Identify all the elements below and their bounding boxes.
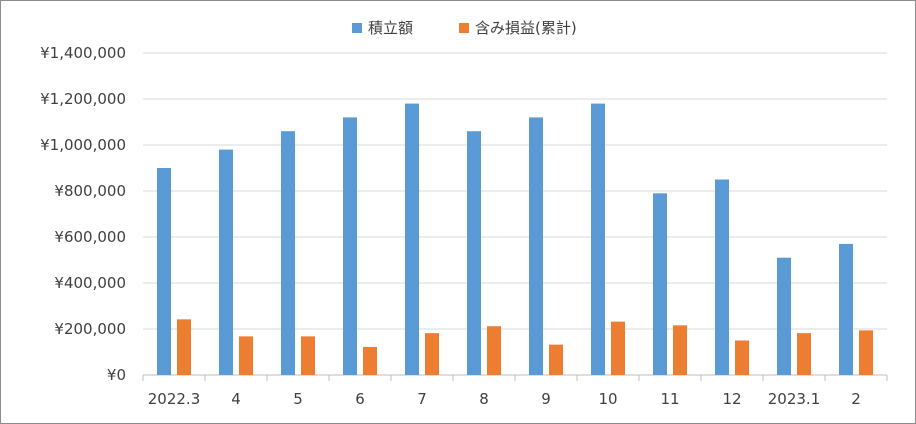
bar-unrealized-gain — [611, 321, 625, 375]
bar-unrealized-gain — [239, 336, 253, 375]
bar-unrealized-gain — [363, 346, 377, 375]
legend-swatch — [459, 23, 469, 33]
y-tick-label: ¥400,000 — [54, 274, 126, 292]
x-tick-label: 7 — [417, 390, 427, 408]
legend-swatch — [352, 23, 362, 33]
bar-unrealized-gain — [549, 344, 563, 375]
x-tick-label: 11 — [660, 390, 679, 408]
bar-unrealized-gain — [673, 325, 687, 375]
x-tick-label: 2023.1 — [768, 390, 821, 408]
bar-contribution — [157, 168, 171, 375]
x-tick-label: 12 — [722, 390, 741, 408]
bar-unrealized-gain — [859, 330, 873, 375]
bar-contribution — [219, 149, 233, 375]
bar-contribution — [281, 131, 295, 375]
y-tick-label: ¥1,000,000 — [40, 136, 126, 154]
x-tick-label: 2 — [851, 390, 861, 408]
y-tick-label: ¥600,000 — [54, 228, 126, 246]
y-tick-label: ¥1,400,000 — [40, 44, 126, 62]
x-tick-label: 6 — [355, 390, 365, 408]
bar-contribution — [405, 103, 419, 375]
y-tick-label: ¥200,000 — [54, 320, 126, 338]
bar-unrealized-gain — [797, 333, 811, 375]
y-tick-label: ¥800,000 — [54, 182, 126, 200]
bar-contribution — [591, 103, 605, 375]
x-tick-label: 4 — [231, 390, 241, 408]
bar-unrealized-gain — [487, 326, 501, 375]
bar-unrealized-gain — [425, 333, 439, 375]
y-tick-label: ¥1,200,000 — [40, 90, 126, 108]
bar-contribution — [467, 131, 481, 375]
x-tick-label: 8 — [479, 390, 489, 408]
bar-contribution — [529, 117, 543, 376]
bar-contribution — [715, 179, 729, 375]
bar-contribution — [777, 257, 791, 375]
bar-contribution — [343, 117, 357, 376]
x-tick-label: 10 — [598, 390, 617, 408]
bar-unrealized-gain — [177, 319, 191, 375]
bar-contribution — [653, 193, 667, 375]
legend-label: 含み損益(累計) — [475, 19, 577, 37]
bar-unrealized-gain — [735, 340, 749, 375]
y-tick-label: ¥0 — [107, 366, 126, 384]
x-tick-label: 9 — [541, 390, 551, 408]
x-tick-label: 2022.3 — [148, 390, 201, 408]
bar-contribution — [839, 243, 853, 375]
legend-label: 積立額 — [368, 19, 413, 37]
x-tick-label: 5 — [293, 390, 303, 408]
bar-unrealized-gain — [301, 336, 315, 375]
